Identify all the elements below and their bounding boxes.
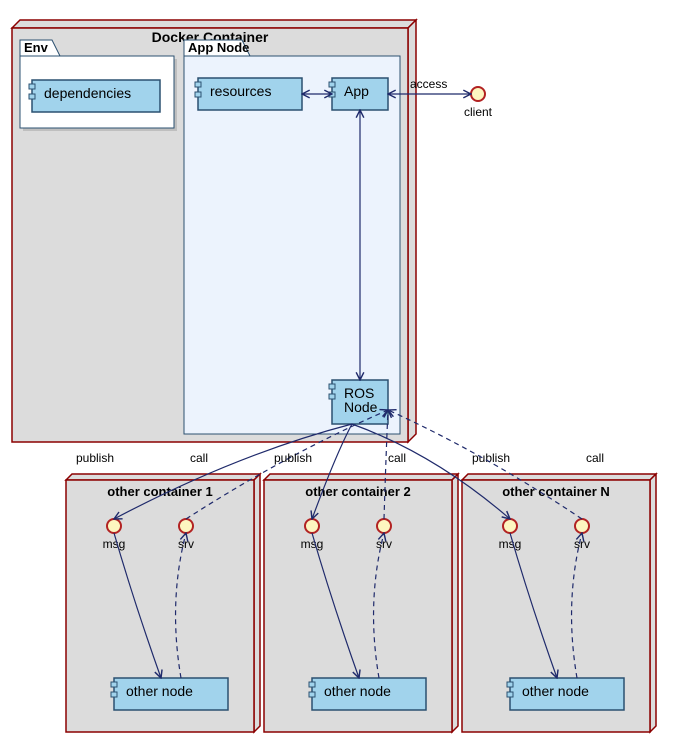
client-interface-label: client	[464, 105, 493, 119]
app-node-package-title: App Node	[188, 40, 249, 55]
dependencies-component-label: dependencies	[44, 85, 131, 101]
other-node-component-2: other node	[507, 678, 624, 710]
publish-label-1: publish	[274, 451, 312, 465]
srv-interface-2-label: srv	[574, 537, 590, 551]
call-label-2: call	[586, 451, 604, 465]
env-package-title: Env	[24, 40, 49, 55]
access-label: access	[410, 77, 447, 91]
resources-component-label: resources	[210, 83, 271, 99]
other-container-1-title: other container 2	[305, 484, 410, 499]
msg-interface-1-label: msg	[301, 537, 324, 551]
srv-interface-0-label: srv	[178, 537, 194, 551]
other-node-component-2-label: other node	[522, 683, 589, 699]
client-interface: client	[464, 87, 493, 119]
other-node-component-1-label: other node	[324, 683, 391, 699]
call-label-0: call	[190, 451, 208, 465]
call-label-1: call	[388, 451, 406, 465]
ros-node-component: ROSNode	[329, 380, 388, 424]
publish-label-0: publish	[76, 451, 114, 465]
publish-label-2: publish	[472, 451, 510, 465]
other-container-0-title: other container 1	[107, 484, 212, 499]
msg-interface-0-label: msg	[103, 537, 126, 551]
app-component: App	[329, 78, 388, 110]
other-node-component-0: other node	[111, 678, 228, 710]
srv-interface-1-label: srv	[376, 537, 392, 551]
resources-component: resources	[195, 78, 302, 110]
msg-interface-2-label: msg	[499, 537, 522, 551]
other-node-component-1: other node	[309, 678, 426, 710]
other-container-2-title: other container N	[502, 484, 610, 499]
app-component-label: App	[344, 83, 369, 99]
other-node-component-0-label: other node	[126, 683, 193, 699]
dependencies-component: dependencies	[29, 80, 160, 112]
ros-node-component-label: Node	[344, 399, 378, 415]
